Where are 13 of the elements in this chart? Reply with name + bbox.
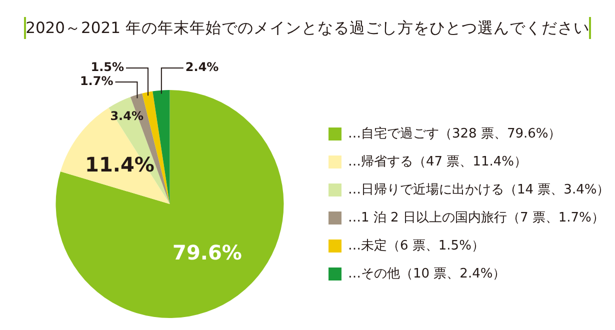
data-label: 1.7% (80, 74, 114, 88)
legend-label: …1 泊 2 日以上の国内旅行（7 票、1.7%） (348, 210, 604, 226)
data-label: 11.4% (85, 152, 154, 176)
legend-label: …その他（10 票、2.4%） (348, 266, 506, 282)
data-label: 2.4% (185, 60, 219, 74)
data-label: 79.6% (172, 240, 242, 264)
legend-label: …未定（6 票、1.5%） (348, 238, 484, 254)
chart-title: 2020～2021 年の年末年始でのメインとなる過ごし方をひとつ選んでください (26, 18, 590, 38)
data-label: 1.5% (90, 60, 124, 74)
legend-label: …自宅で過ごす（328 票、79.6%） (348, 125, 562, 142)
legend-label: …日帰りで近場に出かける（14 票、3.4%） (348, 182, 610, 198)
legend-label: …帰省する（47 票、11.4%） (348, 154, 527, 170)
data-label: 3.4% (110, 109, 144, 124)
